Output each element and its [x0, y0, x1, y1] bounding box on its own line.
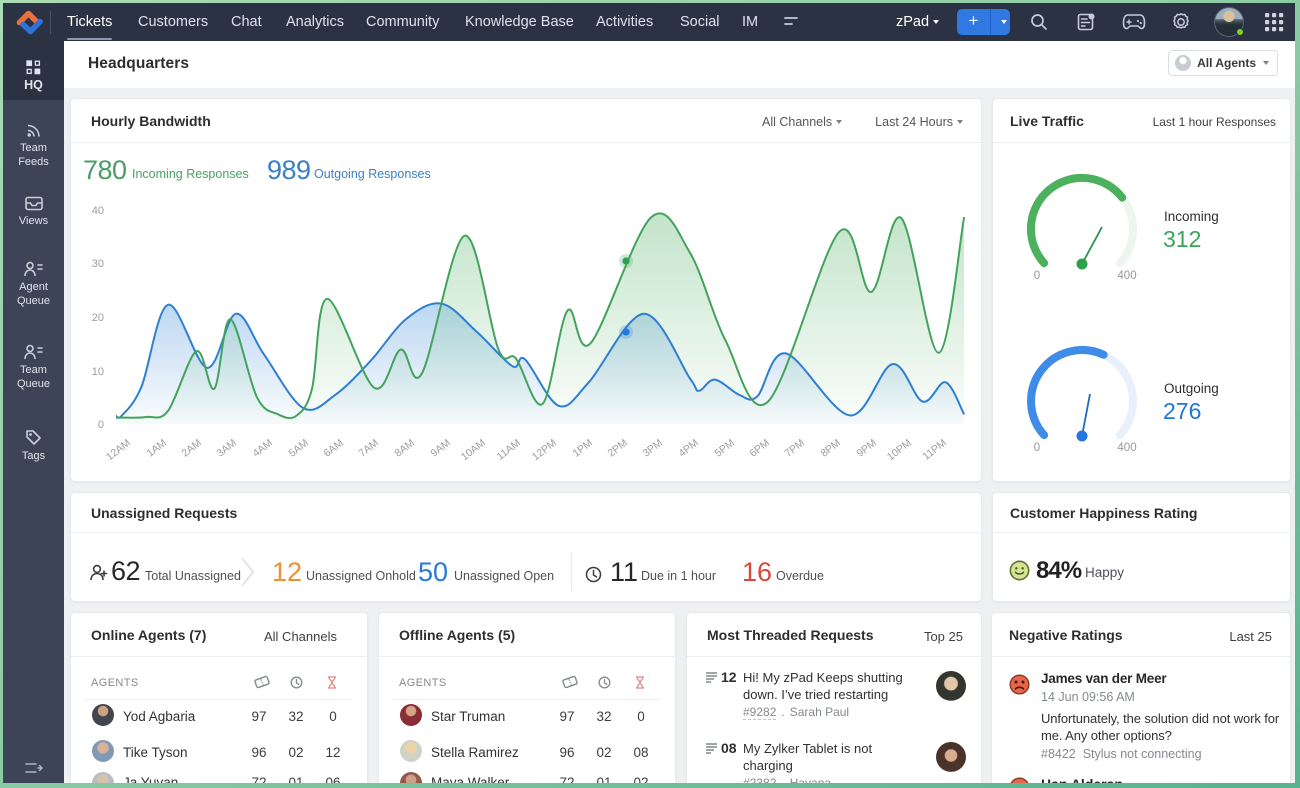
svg-text:276: 276: [1163, 398, 1201, 424]
svg-text:3AM: 3AM: [214, 437, 238, 460]
svg-text:12PM: 12PM: [530, 437, 559, 463]
svg-text:312: 312: [1163, 226, 1201, 252]
svg-text:0: 0: [1034, 442, 1040, 454]
svg-text:11AM: 11AM: [494, 437, 522, 463]
svg-text:2AM: 2AM: [179, 437, 203, 460]
svg-text:9AM: 9AM: [428, 437, 452, 460]
svg-text:0: 0: [1034, 270, 1040, 282]
svg-text:10PM: 10PM: [885, 437, 914, 463]
svg-text:30: 30: [92, 258, 104, 270]
svg-text:8PM: 8PM: [818, 437, 842, 460]
svg-text:400: 400: [1117, 270, 1136, 282]
svg-text:10: 10: [92, 366, 104, 378]
svg-text:Outgoing: Outgoing: [1164, 381, 1219, 396]
svg-text:400: 400: [1117, 442, 1136, 454]
svg-text:0: 0: [98, 419, 104, 431]
svg-text:1AM: 1AM: [144, 437, 168, 460]
svg-text:3PM: 3PM: [640, 437, 664, 460]
svg-text:8AM: 8AM: [392, 437, 416, 460]
svg-text:6PM: 6PM: [747, 437, 771, 460]
svg-text:12AM: 12AM: [104, 437, 133, 463]
svg-text:10AM: 10AM: [459, 437, 488, 463]
svg-text:6AM: 6AM: [321, 437, 345, 460]
svg-text:5PM: 5PM: [712, 437, 736, 460]
svg-text:4AM: 4AM: [250, 437, 274, 460]
svg-text:5AM: 5AM: [286, 437, 310, 460]
svg-text:2PM: 2PM: [605, 437, 629, 460]
svg-text:11PM: 11PM: [920, 437, 948, 463]
svg-text:4PM: 4PM: [676, 437, 700, 460]
svg-text:7PM: 7PM: [782, 437, 806, 460]
svg-text:40: 40: [92, 205, 104, 217]
svg-text:9PM: 9PM: [854, 437, 878, 460]
svg-text:Incoming: Incoming: [1164, 209, 1219, 224]
svg-text:7AM: 7AM: [356, 437, 380, 460]
svg-text:1PM: 1PM: [570, 437, 594, 460]
svg-text:20: 20: [92, 312, 104, 324]
